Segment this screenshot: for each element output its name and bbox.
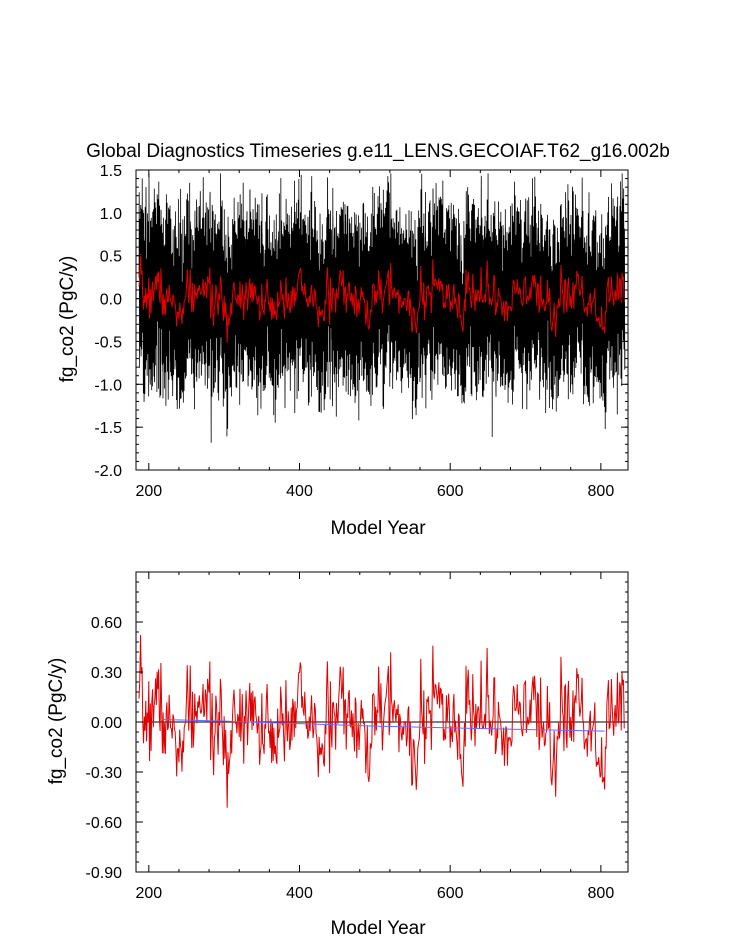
bottom-panel-xlabel: Model Year [330, 918, 426, 939]
bottom-panel: 200 400 600 800-0.90-0.60-0.300.000.300.60 … [46, 571, 629, 939]
top-panel-series [136, 173, 628, 443]
plot-frame [135, 169, 629, 471]
y-tick-label: -0.30 [86, 765, 123, 782]
y-tick-label: 1.0 [100, 206, 122, 223]
top-panel-axes: 200 400 600 800 -2.0 -1.5 -1.0 -0.5 0.0 0.5 1.0 1.5 [94, 163, 629, 500]
series-line-annual [138, 635, 625, 808]
bottom-panel-series [136, 635, 628, 808]
x-tick-label: 800 [588, 483, 615, 500]
top-panel-ylabel: fg_co2 (PgC/y) [57, 256, 78, 383]
y-tick-label: -2.0 [94, 463, 122, 480]
y-tick-label: 1.5 [100, 163, 122, 180]
x-tick-label: 400 [286, 885, 313, 902]
x-tick-label: 400 [286, 483, 313, 500]
bottom-panel-axes: 200 400 600 800 -0.90 -0.60 -0.30 0.00 0.30 0.60 [86, 571, 629, 902]
y-tick-label: 0.30 [91, 665, 122, 682]
y-tick-label: 0.5 [100, 249, 122, 266]
bottom-panel-ylabel: fg_co2 (PgC/y) [46, 658, 67, 785]
chart-title: Global Diagnostics Timeseries g.e11_LENS… [86, 141, 670, 162]
y-tick-label: 0.60 [91, 615, 122, 632]
x-tick-label: 200 [135, 483, 162, 500]
x-tick-label: 200 [135, 885, 162, 902]
x-tick-label: 600 [437, 483, 464, 500]
y-tick-label: -0.90 [86, 865, 123, 882]
x-tick-label: 800 [588, 885, 615, 902]
y-tick-label: -1.5 [94, 420, 122, 437]
y-tick-label: 0.0 [100, 292, 122, 309]
y-tick-label: -1.0 [94, 377, 122, 394]
series-line-trend [161, 719, 605, 732]
y-tick-label: 0.00 [91, 715, 122, 732]
y-tick-label: -0.5 [94, 334, 122, 351]
series-line-annual [138, 253, 625, 343]
top-panel: 200 400 600 800 -2.0 -1.5 -1.0 -0.5 0.0 0.5 1.0 1.5… [57, 163, 629, 539]
y-tick-label: -0.60 [86, 815, 123, 832]
top-panel-xlabel: Model Year [330, 518, 426, 539]
x-tick-label: 600 [437, 885, 464, 902]
